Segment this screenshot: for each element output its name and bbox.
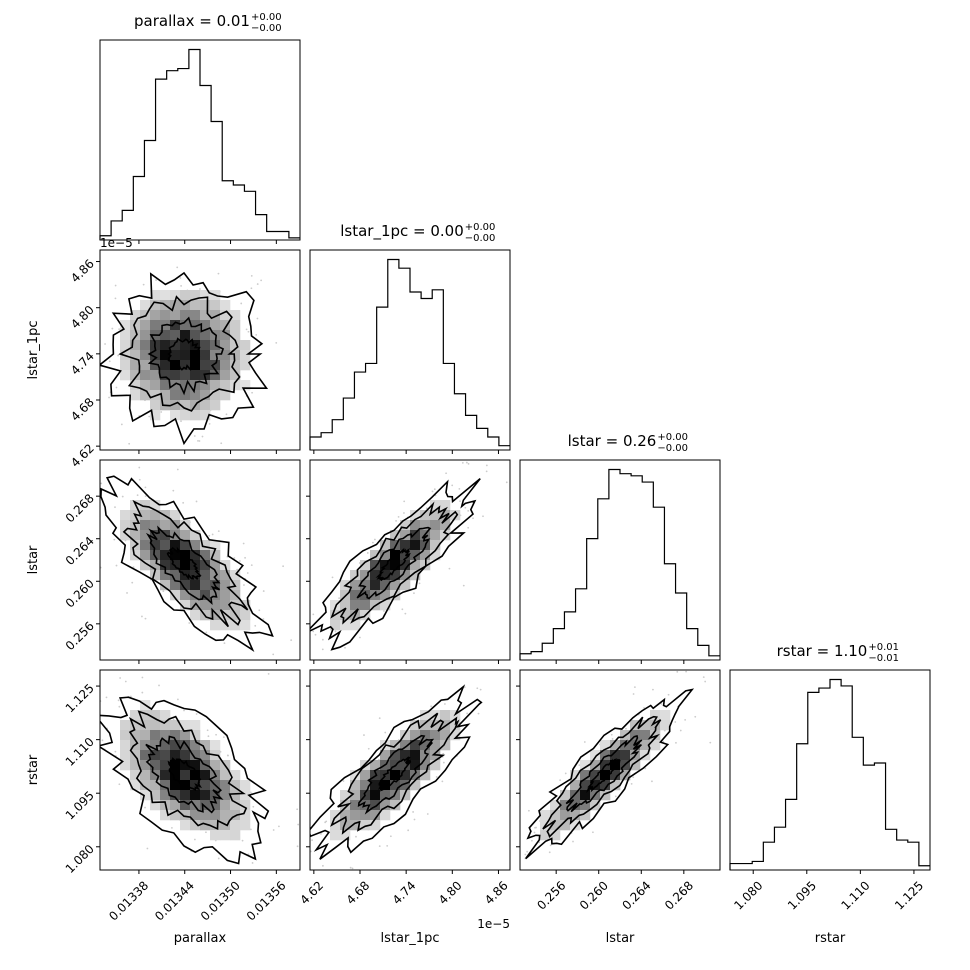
x-tick-label: 0.01356	[244, 878, 289, 923]
title-upper-error: +0.00	[251, 12, 282, 23]
panel-frame-parallax-lstar	[99, 459, 301, 661]
x-axis-label-parallax: parallax	[174, 931, 227, 946]
panel-lstar-rstar	[521, 670, 712, 870]
panel-lstar_1pc-lstar	[310, 461, 508, 651]
x-tick-label: 1.110	[839, 878, 873, 912]
x-tick-label: 0.01344	[152, 878, 197, 923]
panel-frame-parallax-lstar_1pc	[99, 249, 301, 451]
contour	[586, 758, 621, 794]
y-tick-label: 4.62	[68, 441, 97, 470]
contour	[145, 525, 221, 606]
contour	[330, 712, 460, 835]
y-tick-label: 1.125	[63, 681, 97, 715]
contour	[100, 696, 270, 865]
histogram-rstar	[729, 678, 930, 870]
contour	[166, 546, 202, 580]
y-axis-label-rstar: rstar	[26, 754, 41, 785]
contour	[330, 501, 459, 625]
y-tick-label: 4.68	[68, 395, 97, 424]
y-tick-label: 1.080	[63, 842, 97, 876]
panel-frame-parallax-diag	[99, 39, 301, 241]
x-tick-label: 0.264	[619, 878, 653, 912]
x-tick-label: 0.260	[577, 878, 611, 912]
contour	[100, 475, 274, 653]
panel-frame-lstar_1pc-diag	[309, 249, 511, 451]
x-tick-label: 1.095	[785, 878, 819, 912]
x-tick-label: 4.80	[436, 878, 465, 907]
x-axis-label-lstar_1pc: lstar_1pc	[381, 931, 440, 946]
contour	[542, 715, 662, 839]
panel-parallax-lstar_1pc	[100, 266, 278, 446]
title-lstar: lstar = 0.26	[568, 432, 657, 450]
x-axis-label-lstar: lstar	[606, 931, 635, 946]
contour	[375, 547, 411, 582]
histogram-lstar_1pc	[309, 258, 510, 450]
panel-lstar_1pc-rstar	[310, 684, 483, 870]
contour	[128, 710, 248, 831]
x-tick-label: 0.01338	[106, 878, 151, 923]
y-offset-label: 1e−5	[100, 236, 133, 250]
contour	[378, 756, 412, 792]
y-axis-label-lstar_1pc: lstar_1pc	[26, 321, 41, 380]
y-tick-label: 0.260	[63, 576, 97, 610]
y-tick-label: 4.86	[68, 257, 97, 286]
contour	[147, 316, 225, 396]
panel-frame-rstar-diag	[729, 669, 931, 871]
panel-parallax-lstar	[100, 466, 293, 656]
contour	[310, 684, 483, 860]
title-upper-error: +0.00	[657, 432, 688, 443]
title-lower-error: −0.01	[868, 653, 899, 664]
y-axis-label-lstar: lstar	[26, 545, 41, 574]
y-tick-label: 0.268	[63, 491, 97, 525]
x-tick-label: 0.256	[534, 878, 568, 912]
panel-parallax-rstar	[100, 672, 300, 865]
contour	[100, 271, 269, 446]
panel-frame-lstar_1pc-lstar	[309, 459, 511, 661]
x-tick-label: 0.268	[662, 878, 696, 912]
y-tick-label: 4.74	[68, 349, 97, 378]
contour	[122, 499, 249, 628]
y-tick-label: 1.095	[63, 788, 97, 822]
histogram-lstar	[519, 468, 720, 660]
contour	[167, 757, 203, 791]
contour	[357, 734, 435, 815]
contour	[167, 337, 201, 371]
contour	[145, 735, 224, 814]
title-parallax: parallax = 0.01	[134, 12, 250, 30]
x-tick-label: 4.86	[482, 878, 511, 907]
title-lstar_1pc: lstar_1pc = 0.00	[340, 222, 464, 241]
contour	[525, 688, 695, 860]
y-tick-label: 1.110	[63, 735, 97, 769]
panel-frame-lstar-rstar	[519, 669, 721, 871]
contour	[118, 295, 241, 412]
histogram-parallax	[99, 48, 300, 240]
y-tick-label: 0.256	[63, 619, 97, 653]
x-tick-label: 4.62	[297, 878, 326, 907]
x-tick-label: 4.74	[390, 878, 419, 907]
title-upper-error: +0.00	[465, 222, 496, 233]
panel-frame-lstar_1pc-rstar	[309, 669, 511, 871]
panel-frame-lstar-diag	[519, 459, 721, 661]
y-tick-label: 0.264	[63, 534, 97, 568]
contour	[356, 526, 432, 600]
title-lower-error: −0.00	[251, 23, 282, 34]
title-lower-error: −0.00	[657, 443, 688, 454]
title-rstar: rstar = 1.10	[777, 642, 868, 660]
x-tick-label: 0.01350	[198, 878, 243, 923]
x-tick-label: 4.68	[344, 878, 373, 907]
y-tick-label: 4.80	[68, 303, 97, 332]
x-offset-label: 1e−5	[477, 917, 510, 931]
title-lower-error: −0.00	[465, 233, 496, 244]
panel-frame-parallax-rstar	[99, 669, 301, 871]
title-upper-error: +0.01	[868, 642, 899, 653]
contour	[565, 735, 643, 813]
x-tick-label: 1.125	[892, 878, 926, 912]
x-axis-label-rstar: rstar	[815, 931, 846, 946]
x-tick-label: 1.080	[731, 878, 765, 912]
contour	[310, 477, 481, 651]
